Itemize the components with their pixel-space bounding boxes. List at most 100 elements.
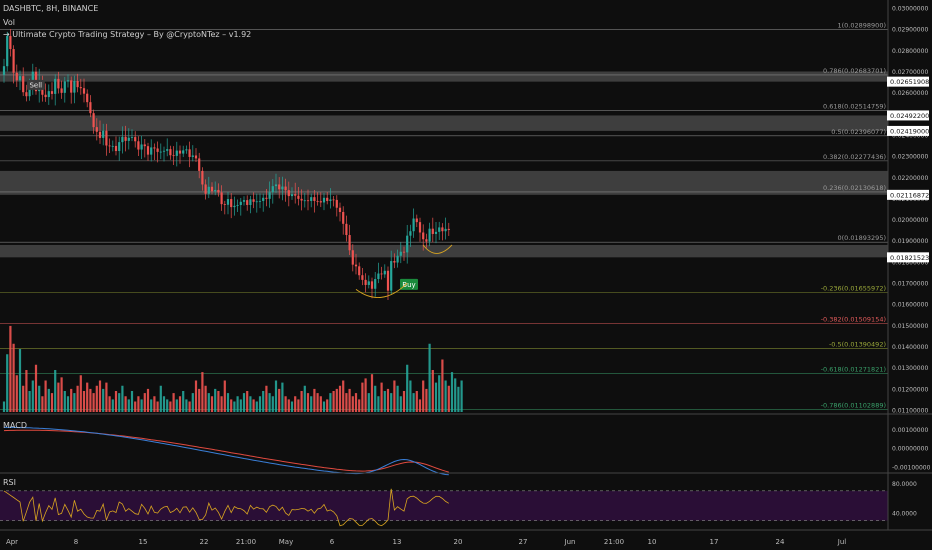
volume-bar bbox=[367, 393, 370, 412]
candle-body bbox=[137, 141, 140, 150]
volume-bar bbox=[210, 396, 214, 412]
resistance-zone bbox=[0, 71, 888, 82]
candle-body bbox=[438, 227, 441, 232]
volume-bar bbox=[89, 388, 92, 412]
volume-bar bbox=[239, 399, 242, 412]
volume-bar bbox=[226, 393, 230, 412]
volume-bar bbox=[278, 388, 281, 412]
candle-body bbox=[290, 194, 294, 197]
volume-bar bbox=[399, 396, 402, 412]
volume-bar bbox=[153, 396, 156, 412]
volume-bar bbox=[146, 388, 150, 412]
candle-body bbox=[12, 49, 15, 73]
volume-bar bbox=[169, 401, 172, 412]
candle-body bbox=[191, 155, 194, 157]
fib-label: 0.786(0.02683701) bbox=[823, 67, 886, 75]
fib-label: 1(0.02898900) bbox=[838, 21, 887, 29]
volume-bar bbox=[207, 393, 210, 412]
candle-body bbox=[361, 275, 364, 280]
volume-bar bbox=[57, 382, 60, 412]
price-tag-label: 0.02651908 bbox=[890, 78, 929, 86]
candle-body bbox=[185, 149, 188, 151]
volume-bar bbox=[438, 375, 441, 412]
time-axis-label: 20 bbox=[454, 538, 463, 546]
volume-bar bbox=[18, 349, 22, 412]
volume-bar bbox=[335, 388, 338, 412]
candle-body bbox=[370, 281, 374, 289]
candle-body bbox=[182, 150, 185, 154]
resistance-zone bbox=[0, 170, 888, 195]
candle-body bbox=[18, 76, 22, 81]
volume-bar bbox=[236, 396, 239, 412]
candle-body bbox=[322, 197, 326, 203]
volume-bar bbox=[121, 385, 124, 412]
price-axis-label: 0.01100000 bbox=[892, 408, 928, 415]
volume-bar bbox=[242, 393, 246, 412]
volume-bar bbox=[306, 393, 310, 412]
candle-body bbox=[447, 228, 450, 230]
candle-body bbox=[342, 211, 345, 224]
time-axis-label: Apr bbox=[6, 538, 18, 546]
volume-bar bbox=[230, 399, 233, 412]
candle-body bbox=[412, 218, 415, 232]
candle-body bbox=[383, 270, 386, 275]
candle-body bbox=[86, 93, 89, 103]
volume-bar bbox=[47, 388, 50, 412]
candle-body bbox=[31, 71, 34, 88]
candle-body bbox=[284, 186, 287, 191]
candle-body bbox=[169, 149, 172, 156]
volume-bar bbox=[329, 393, 332, 412]
candle-body bbox=[348, 235, 351, 251]
price-tag-box bbox=[887, 76, 929, 87]
buy-signal-label: Buy bbox=[402, 281, 415, 289]
time-axis-label: 10 bbox=[648, 538, 657, 546]
candle-body bbox=[326, 197, 329, 201]
candle-body bbox=[66, 80, 70, 82]
candle-body bbox=[60, 88, 63, 93]
candle-body bbox=[393, 261, 396, 263]
candle-body bbox=[223, 204, 226, 205]
sell-signal-box bbox=[26, 79, 45, 90]
volume-bar bbox=[255, 401, 258, 412]
time-axis-label: Jul bbox=[837, 538, 847, 546]
candle-body bbox=[70, 80, 73, 93]
candle-body bbox=[63, 81, 66, 93]
time-axis-label: 8 bbox=[74, 538, 78, 546]
volume-bar bbox=[159, 385, 162, 412]
candle-body bbox=[316, 200, 319, 202]
candle-body bbox=[297, 195, 300, 199]
volume-bar bbox=[34, 364, 38, 412]
volume-bar bbox=[60, 377, 63, 412]
candle-body bbox=[130, 137, 134, 138]
volume-bar bbox=[108, 396, 111, 412]
candle-body bbox=[310, 197, 313, 201]
candle-body bbox=[25, 92, 28, 97]
volume-bar bbox=[111, 399, 114, 412]
candle-body bbox=[198, 158, 201, 171]
volume-bar bbox=[313, 388, 316, 412]
volume-bar bbox=[194, 380, 198, 412]
volume-bar bbox=[265, 385, 268, 412]
volume-bar bbox=[406, 364, 409, 412]
volume-bar bbox=[303, 385, 306, 412]
candle-body bbox=[95, 127, 98, 132]
price-axis-label: 0.01200000 bbox=[892, 386, 928, 393]
candle-body bbox=[217, 189, 220, 193]
buy-signal-box bbox=[400, 278, 418, 290]
price-axis-label: 0.01800000 bbox=[892, 259, 928, 266]
volume-bar bbox=[15, 375, 18, 412]
volume-bar bbox=[351, 396, 354, 412]
time-axis-label: 27 bbox=[519, 538, 528, 546]
volume-bar bbox=[102, 388, 105, 412]
strategy-chevron-icon[interactable]: → bbox=[3, 30, 10, 39]
candle-body bbox=[303, 200, 306, 202]
candle-body bbox=[335, 199, 338, 208]
candle-body bbox=[386, 270, 390, 291]
volume-bar bbox=[287, 399, 290, 412]
price-axis-label: 0.02900000 bbox=[892, 27, 928, 34]
candle-body bbox=[50, 91, 54, 94]
price-tag-box bbox=[887, 125, 929, 136]
candle-body bbox=[82, 88, 86, 94]
